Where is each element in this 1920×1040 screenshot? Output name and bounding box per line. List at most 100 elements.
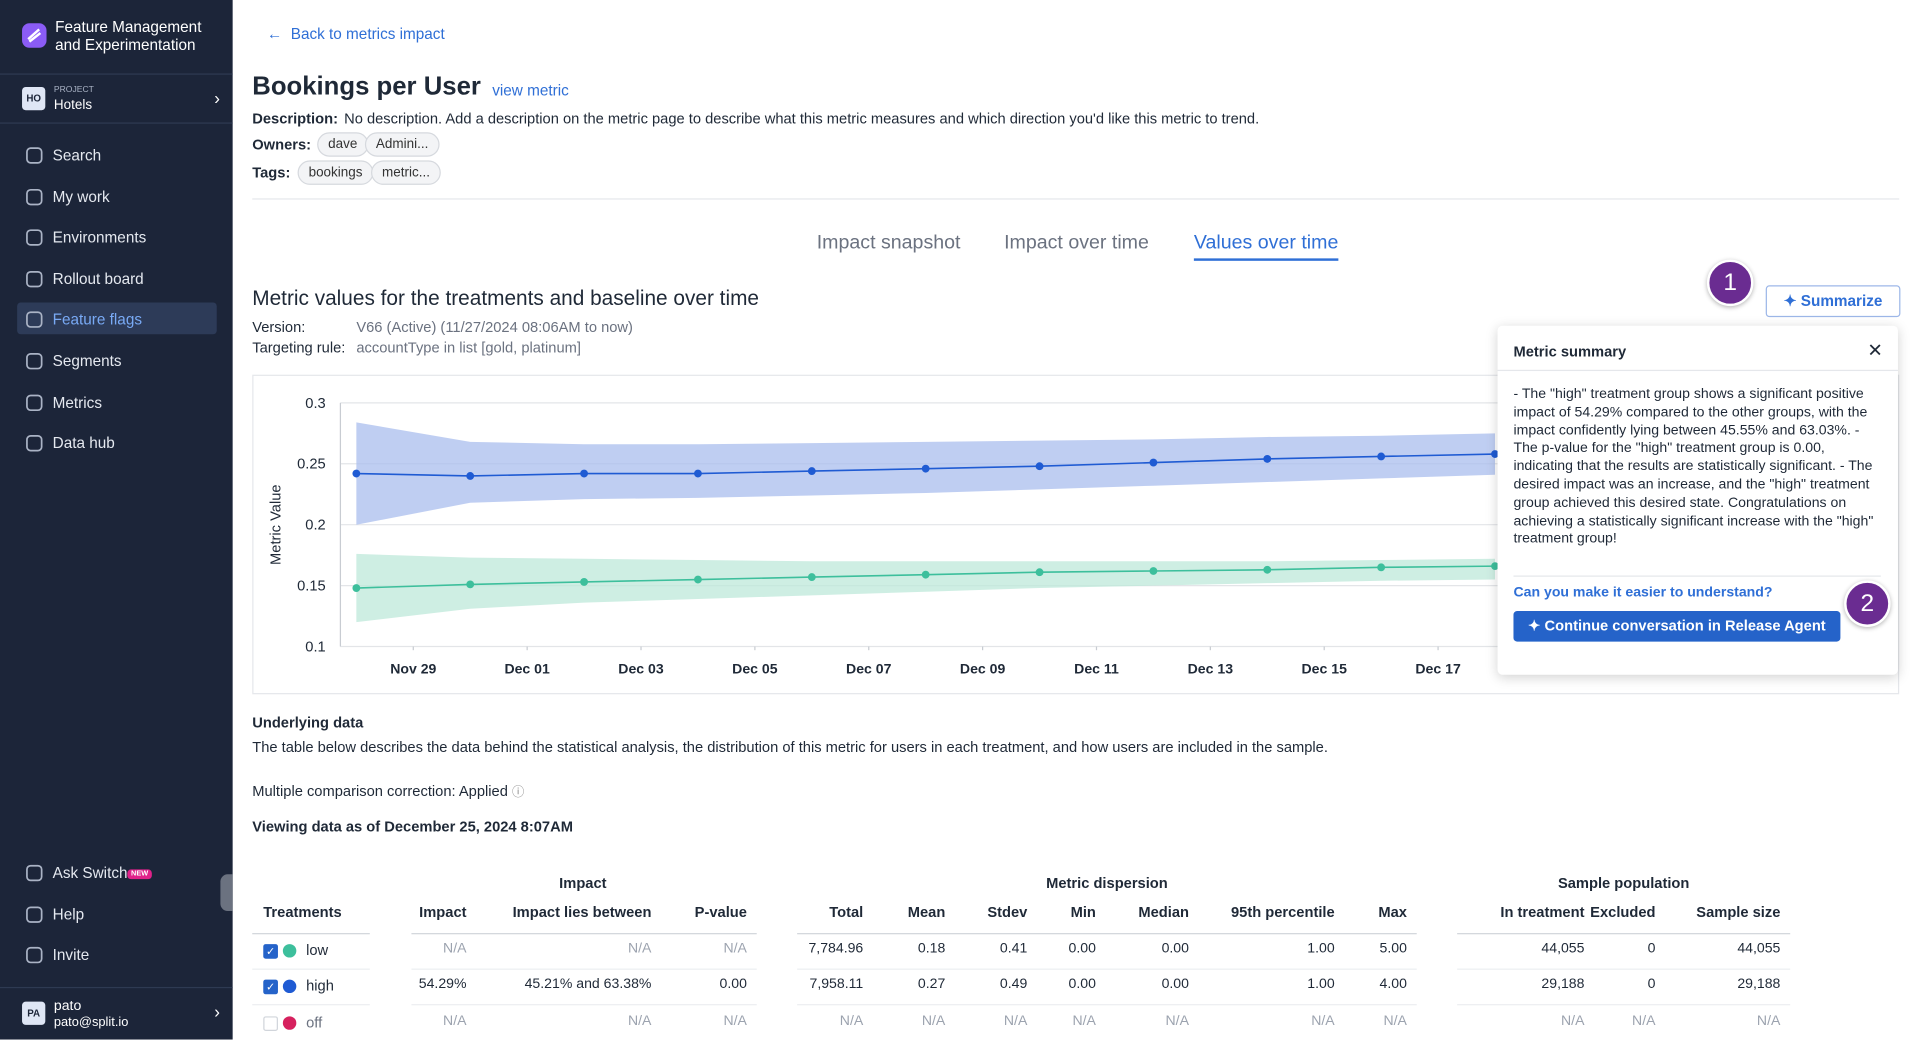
release-agent-button[interactable]: ✦ Continue conversation in Release Agent [1513,611,1841,642]
table-cell: N/A [627,1013,652,1029]
x-tick-label: Dec 03 [618,660,664,676]
correction-text: Multiple comparison correction: Applied [252,782,508,800]
table-cell: N/A [1003,1013,1028,1029]
logo [22,23,47,48]
data-point [1263,454,1272,463]
nav-icon [26,188,43,205]
chart-card [252,374,1900,695]
step-marker: 2 [1844,580,1891,627]
table-cell: 45.21% and 63.38% [524,977,652,993]
tab[interactable]: Impact over time [1004,232,1149,254]
divider [0,73,233,75]
nav-item[interactable]: Data hub [52,434,115,453]
nav-icon [26,229,43,246]
table-cell: N/A [1383,1013,1407,1029]
release-agent-text[interactable]: Continue conversation in Release Agent [1544,617,1826,635]
nav-item[interactable]: Invite [52,946,90,964]
header-rule [1457,933,1791,935]
column-header: In treatment [1500,903,1585,921]
column-header: Impact lies between [512,903,652,921]
user-email: pato@split.io [53,1015,129,1030]
data-point [1491,562,1499,571]
table-cell: 0.27 [917,977,946,993]
x-tick-label: Dec 07 [846,660,892,676]
description-label: Description: [252,110,338,128]
tab-active[interactable]: Values over time [1193,233,1339,261]
table-cell: 29,188 [1737,977,1781,993]
y-tick-label: 0.2 [305,518,325,534]
data-point [694,469,702,478]
nav-icon [26,947,43,964]
table-cell: 44,055 [1541,941,1585,957]
nav-icon [26,435,43,452]
table-cell: 0.18 [917,941,946,957]
y-tick-label: 0.25 [297,457,326,473]
close-button[interactable]: ✕ [1867,340,1883,362]
table-cell: N/A [723,1013,747,1029]
chevron[interactable]: › [214,88,221,108]
targeting-label: Targeting rule: [252,339,346,357]
table-cell: 0.49 [999,977,1028,993]
divider [1513,575,1881,577]
column-header: Min [1070,903,1096,921]
column-header: Excluded [1590,903,1656,921]
header-rule [411,933,757,935]
row-rule [797,1004,1417,1006]
user-name: pato [53,999,82,1014]
group-header: Impact [559,874,607,892]
treatment-swatch [282,944,297,958]
table-cell: 0 [1647,977,1656,993]
nav-item[interactable]: Environments [52,229,147,247]
table-cell: 5.00 [1379,941,1407,957]
row-rule [252,968,370,970]
summarize-text[interactable]: Summarize [1800,292,1883,310]
back-link[interactable]: ← Back to metrics impact [266,25,445,43]
nav-item[interactable]: Segments [52,352,122,370]
nav-item[interactable]: Rollout board [52,270,144,288]
table-cell: N/A [627,941,652,957]
data-point [466,472,475,480]
data-point [1035,462,1044,471]
version: V66 (Active) (11/27/2024 08:06AM to now) [356,318,633,336]
back-link-text[interactable]: Back to metrics impact [290,25,445,43]
table-cell: 7,784.96 [808,941,864,957]
data-point [694,575,702,584]
nav-item[interactable]: Ask Switch [52,864,128,882]
table-cell: N/A [839,1013,864,1029]
nav-item[interactable]: Help [52,905,85,923]
tab[interactable]: Impact snapshot [816,232,961,254]
nav-item[interactable]: Metrics [52,393,102,411]
table-cell: 44,055 [1737,941,1781,957]
project-label: PROJECT [53,85,94,95]
view-metric-link[interactable]: view metric [492,82,569,100]
y-tick-label: 0.15 [297,579,326,595]
data-point [921,570,930,579]
group-header: Sample population [1557,874,1690,892]
table-cell: 54.29% [418,977,467,993]
targeting: accountType in list [gold, platinum] [356,339,581,357]
nav-item[interactable]: Search [52,146,102,165]
data-point [807,573,816,582]
divider [0,986,233,989]
chevron[interactable]: › [214,1001,221,1022]
collapse-handle[interactable] [220,874,233,912]
table-cell: N/A [1632,1013,1656,1029]
group-header: Metric dispersion [1046,874,1168,892]
row-checkbox[interactable]: ✓ [263,979,278,995]
project-name[interactable]: Hotels [53,97,93,113]
owner-chip: Admini... [364,132,440,157]
column-header: Treatments [263,903,342,921]
nav-item[interactable]: My work [52,188,110,206]
data-point [580,469,589,478]
column-header: Sample size [1696,903,1781,921]
tag-chip: bookings [297,160,374,185]
follow-up-link[interactable]: Can you make it easier to understand? [1513,585,1773,601]
column-header: Total [829,903,864,921]
row-checkbox[interactable] [263,1015,278,1031]
x-tick-label: Dec 09 [960,660,1006,676]
row-checkbox[interactable]: ✓ [263,944,278,959]
x-tick-label: Nov 29 [390,660,436,676]
nav-item[interactable]: Feature flags [52,311,143,329]
summarize-button[interactable]: ✦ Summarize [1765,285,1901,318]
